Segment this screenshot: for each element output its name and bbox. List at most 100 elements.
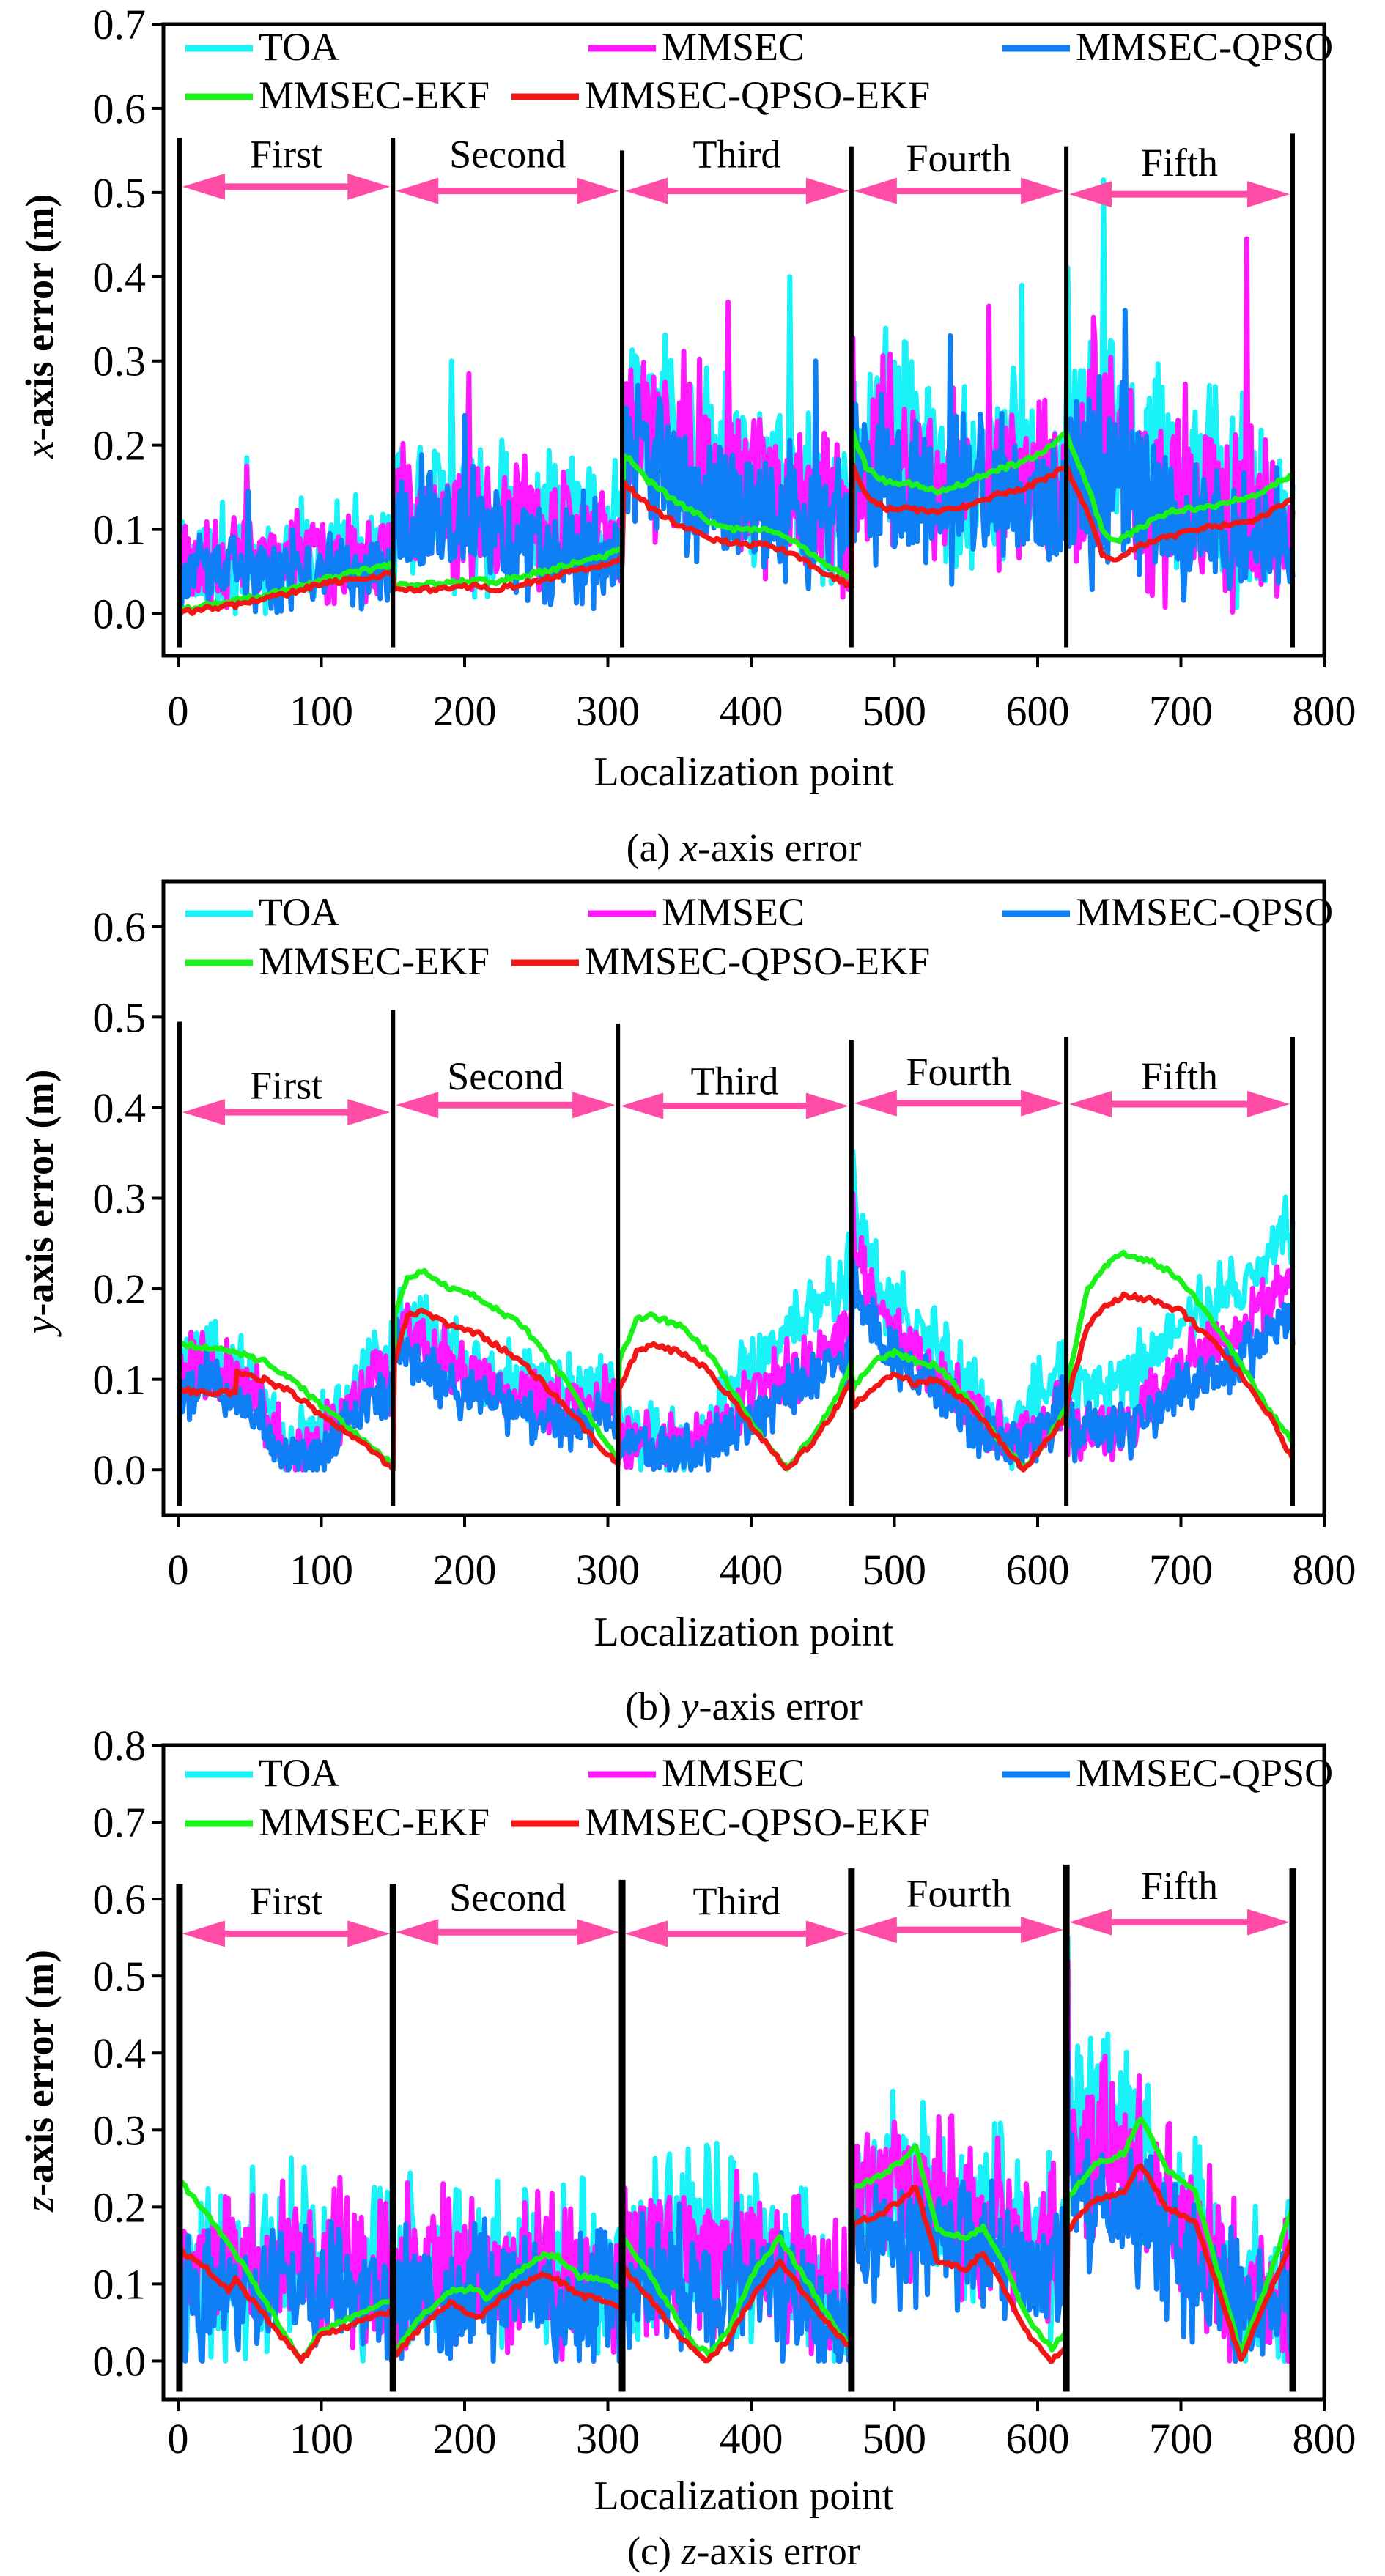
y-axis-label-rest: -axis error (m) bbox=[18, 194, 62, 441]
y-tick-label: 0.0 bbox=[93, 2337, 147, 2385]
y-axis-label-rest: -axis error (m) bbox=[18, 1070, 62, 1317]
series-line-mmsec-ekf bbox=[177, 2116, 1296, 2362]
y-tick-label: 0.6 bbox=[93, 1876, 147, 1923]
x-tick-label: 100 bbox=[289, 687, 353, 735]
x-tick-label: 800 bbox=[1293, 687, 1356, 735]
x-tick-label: 600 bbox=[1006, 2415, 1070, 2462]
section-arrow bbox=[396, 177, 620, 204]
x-tick-label: 700 bbox=[1149, 687, 1213, 735]
y-tick-label: 0.7 bbox=[93, 1799, 147, 1846]
x-tick-label: 100 bbox=[289, 1546, 353, 1594]
series-line-mmsec-qpso bbox=[177, 1259, 1296, 1473]
y-tick-label: 0.4 bbox=[93, 1084, 147, 1132]
y-tick-label: 0.1 bbox=[93, 506, 147, 554]
x-tick-label: 800 bbox=[1293, 2415, 1356, 2462]
y-axis-label: z-axis error (m) bbox=[18, 1950, 62, 2213]
plot-area bbox=[177, 1148, 1296, 1473]
section-arrow bbox=[1069, 181, 1290, 208]
x-tick-label: 700 bbox=[1149, 2415, 1213, 2462]
y-axis-label-var: y bbox=[18, 1316, 62, 1337]
section-arrow bbox=[854, 177, 1064, 204]
y-tick-label: 0.3 bbox=[93, 2106, 147, 2154]
y-axis-label-rest: -axis error (m) bbox=[18, 1950, 62, 2196]
legend-label: MMSEC-EKF bbox=[259, 73, 490, 117]
y-axis-label: x-axis error (m) bbox=[18, 194, 62, 459]
legend-label: MMSEC bbox=[662, 25, 805, 69]
x-tick-label: 500 bbox=[863, 687, 926, 735]
y-tick-label: 0.1 bbox=[93, 1356, 147, 1404]
legend-label: MMSEC-EKF bbox=[259, 939, 490, 983]
legend-item: TOA bbox=[185, 890, 339, 934]
x-tick-label: 0 bbox=[168, 1546, 189, 1594]
caption-prefix: (c) bbox=[627, 2529, 681, 2573]
legend-label: MMSEC bbox=[662, 1751, 805, 1795]
legend-label: MMSEC-QPSO bbox=[1076, 25, 1333, 69]
x-tick-label: 300 bbox=[576, 1546, 640, 1594]
legend-item: MMSEC-QPSO bbox=[1002, 890, 1333, 934]
y-tick-label: 0.0 bbox=[93, 1446, 147, 1494]
section-arrow bbox=[1069, 1090, 1290, 1117]
chart-panel-c: First Second Third Fourth Fifth 0.0 0.1 0.2 0.3 0… bbox=[18, 1722, 1356, 2573]
x-tick-label: 800 bbox=[1293, 1546, 1356, 1594]
section-label: Fifth bbox=[1141, 1054, 1218, 1098]
x-tick-label: 200 bbox=[433, 687, 497, 735]
section-arrow bbox=[854, 1917, 1064, 1944]
caption-suffix: -axis error bbox=[698, 826, 861, 870]
series-line-mmsec-qpso-ekf bbox=[177, 2163, 1296, 2364]
y-tick-label: 0.6 bbox=[93, 903, 147, 951]
y-tick-label: 0.4 bbox=[93, 2029, 147, 2077]
legend-label: MMSEC-QPSO-EKF bbox=[585, 1800, 930, 1844]
y-tick-label: 0.2 bbox=[93, 422, 147, 470]
legend-label: MMSEC-QPSO bbox=[1076, 890, 1333, 934]
series-line-mmsec-qpso bbox=[177, 2050, 1295, 2364]
x-axis-label: Localization point bbox=[594, 750, 894, 795]
caption-var: z bbox=[681, 2529, 697, 2573]
legend-item: TOA bbox=[185, 25, 339, 69]
section-label: First bbox=[250, 132, 322, 176]
y-tick-label: 0.8 bbox=[93, 1722, 147, 1769]
legend-item: MMSEC-QPSO bbox=[1002, 25, 1333, 69]
section-label: Third bbox=[692, 132, 780, 176]
section-arrow bbox=[621, 1092, 849, 1119]
section-label: Fifth bbox=[1141, 1864, 1218, 1908]
x-tick-label: 400 bbox=[720, 2415, 783, 2462]
plot-frame bbox=[161, 22, 1326, 658]
series-line-mmsec-qpso-ekf bbox=[178, 462, 1293, 616]
section-arrow bbox=[182, 173, 391, 200]
panel-caption: (c) z-axis error bbox=[627, 2529, 860, 2573]
legend-label: MMSEC-QPSO-EKF bbox=[585, 73, 930, 117]
chart-panel-a: First Second Third Fourth Fifth 0.0 0.1 0.2 0.3 0… bbox=[18, 1, 1356, 870]
panel-caption: (a) x-axis error bbox=[627, 826, 862, 870]
legend-label: TOA bbox=[259, 25, 339, 69]
y-tick-label: 0.6 bbox=[93, 85, 147, 133]
section-arrow bbox=[625, 177, 849, 204]
section-label: Second bbox=[449, 132, 566, 176]
x-axis-label: Localization point bbox=[594, 1610, 894, 1655]
legend-label: MMSEC-EKF bbox=[259, 1800, 490, 1844]
legend-item: MMSEC bbox=[588, 25, 805, 69]
x-tick-label: 300 bbox=[576, 2415, 640, 2462]
series-line-mmsec-qpso-ekf bbox=[178, 1291, 1296, 1473]
x-tick-label: 200 bbox=[433, 2415, 497, 2462]
section-label: Fourth bbox=[906, 136, 1011, 180]
y-tick-label: 0.5 bbox=[93, 993, 147, 1041]
section-label: Fourth bbox=[906, 1050, 1011, 1094]
x-tick-label: 200 bbox=[433, 1546, 497, 1594]
legend: TOA MMSEC MMSEC-QPSO MMSEC-EKF MMSEC-QPSO-EK… bbox=[185, 890, 1333, 983]
legend-item: MMSEC-EKF bbox=[185, 73, 490, 117]
x-tick-label: 300 bbox=[576, 687, 640, 735]
x-tick-label: 0 bbox=[168, 2415, 189, 2462]
y-tick-label: 0.2 bbox=[93, 2183, 147, 2231]
x-tick-label: 400 bbox=[720, 687, 783, 735]
section-label: Second bbox=[447, 1054, 564, 1098]
legend-item: MMSEC-QPSO-EKF bbox=[511, 1800, 930, 1844]
x-tick-label: 100 bbox=[289, 2415, 353, 2462]
section-label: Fourth bbox=[906, 1872, 1011, 1916]
x-tick-label: 500 bbox=[863, 1546, 926, 1594]
plot-area bbox=[177, 177, 1296, 616]
legend-item: MMSEC-QPSO-EKF bbox=[511, 939, 930, 983]
section-arrow bbox=[396, 1919, 620, 1946]
x-tick-label: 500 bbox=[863, 2415, 926, 2462]
legend-label: TOA bbox=[259, 1751, 339, 1795]
